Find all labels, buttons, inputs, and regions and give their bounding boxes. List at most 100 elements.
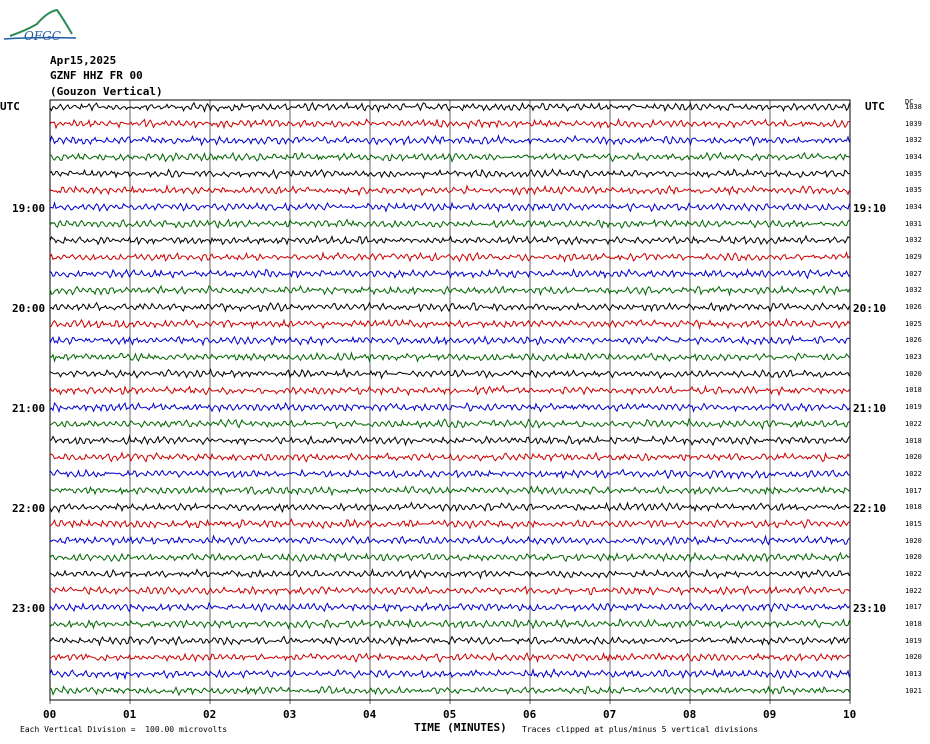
seismic-trace xyxy=(49,501,850,514)
utc-left-label: UTC xyxy=(0,100,20,113)
dc-value: 1019 xyxy=(905,636,922,645)
seismic-trace xyxy=(49,434,850,447)
seismic-trace xyxy=(49,218,850,229)
x-tick-label: 03 xyxy=(283,708,297,721)
x-tick-label: 04 xyxy=(363,708,377,721)
seismic-trace xyxy=(49,367,850,380)
seismic-trace xyxy=(49,417,850,431)
seismic-trace xyxy=(49,685,850,697)
dc-value: 1034 xyxy=(905,203,922,212)
seismic-trace xyxy=(49,168,850,180)
scale-note: Each Vertical Division = 100.00 microvol… xyxy=(20,725,228,734)
logo-mountain-icon xyxy=(9,8,73,37)
right-hour-label: 23:10 xyxy=(853,602,887,615)
dc-value: 1025 xyxy=(905,319,922,328)
seismic-trace xyxy=(49,183,850,197)
seismic-trace xyxy=(49,351,850,363)
seismic-trace xyxy=(49,551,850,564)
dc-value: 1026 xyxy=(905,303,922,312)
seismic-trace xyxy=(49,485,850,497)
dc-value: 1031 xyxy=(905,219,922,228)
dc-value: 1034 xyxy=(905,153,922,162)
dc-value: 1029 xyxy=(905,253,922,262)
dc-value: 1035 xyxy=(905,186,922,195)
dc-value: 1020 xyxy=(905,369,922,378)
dc-value: 1022 xyxy=(905,469,922,478)
seismic-trace xyxy=(49,250,850,264)
x-tick-label: 08 xyxy=(683,708,697,721)
seismic-trace xyxy=(49,317,850,330)
seismic-trace xyxy=(49,284,850,297)
dc-value: 1020 xyxy=(905,536,922,545)
x-tick-label: 02 xyxy=(203,708,217,721)
left-hour-label: 20:00 xyxy=(12,302,46,315)
dc-value: 1018 xyxy=(905,619,922,628)
seismic-trace xyxy=(49,635,850,647)
left-hour-label: 19:00 xyxy=(12,202,46,215)
right-hour-label: 21:10 xyxy=(853,402,887,415)
seismic-trace xyxy=(49,518,850,530)
x-axis-label: TIME (MINUTES) xyxy=(414,721,507,734)
dc-value: 1017 xyxy=(905,603,922,612)
dc-value: 1022 xyxy=(905,586,922,595)
dc-value: 1020 xyxy=(905,653,922,662)
dc-header-label: DC xyxy=(905,98,914,106)
dc-value: 1032 xyxy=(905,136,922,145)
dc-value: 1017 xyxy=(905,486,922,495)
seismic-trace xyxy=(49,568,850,580)
seismic-trace xyxy=(49,451,850,463)
dc-value: 1035 xyxy=(905,169,922,178)
dc-value: 1022 xyxy=(905,569,922,578)
dc-value: 1032 xyxy=(905,286,922,295)
dc-value: 1022 xyxy=(905,419,922,428)
right-hour-label: 20:10 xyxy=(853,302,887,315)
dc-value: 1023 xyxy=(905,353,922,362)
right-hour-label: 19:10 xyxy=(853,202,887,215)
dc-value: 1032 xyxy=(905,236,922,245)
seismic-trace xyxy=(49,534,850,547)
seismic-trace xyxy=(49,651,850,664)
dc-value: 1013 xyxy=(905,669,922,678)
seismic-trace xyxy=(49,384,850,397)
station-label: GZNF HHZ FR 00 xyxy=(50,69,143,82)
clip-note: Traces clipped at plus/minus 5 vertical … xyxy=(522,725,759,734)
seismic-trace xyxy=(49,201,850,213)
dc-value: 1027 xyxy=(905,269,922,278)
seismic-trace xyxy=(49,134,850,147)
x-tick-label: 00 xyxy=(43,708,57,721)
x-tick-label: 05 xyxy=(443,708,457,721)
dc-value: 1018 xyxy=(905,503,922,512)
x-tick-label: 07 xyxy=(603,708,617,721)
x-tick-label: 06 xyxy=(523,708,537,721)
ofgc-logo xyxy=(3,8,77,40)
seismic-trace xyxy=(49,601,850,613)
utc-right-label: UTC xyxy=(865,100,885,113)
x-tick-label: 01 xyxy=(123,708,137,721)
dc-value: 1020 xyxy=(905,453,922,462)
x-tick-label: 10 xyxy=(843,708,857,721)
seismic-trace xyxy=(49,301,850,313)
left-hour-label: 22:00 xyxy=(12,502,46,515)
date-label: Apr15,2025 xyxy=(50,54,117,67)
dc-value: 1019 xyxy=(905,403,922,412)
x-tick-label: 09 xyxy=(763,708,777,721)
seismic-trace xyxy=(49,151,850,163)
seismic-trace xyxy=(49,618,850,630)
dc-value: 1018 xyxy=(905,386,922,395)
left-hour-label: 21:00 xyxy=(12,402,46,415)
dc-value: 1039 xyxy=(905,119,922,128)
dc-value: 1026 xyxy=(905,336,922,345)
seismic-trace xyxy=(49,267,850,280)
location-label: (Gouzon Vertical) xyxy=(50,85,163,98)
dc-value: 1018 xyxy=(905,436,922,445)
left-hour-label: 23:00 xyxy=(12,602,46,615)
seismic-trace xyxy=(49,117,850,130)
seismic-trace xyxy=(49,101,850,114)
right-hour-label: 22:10 xyxy=(853,502,887,515)
seismic-trace xyxy=(49,585,850,597)
seismic-trace xyxy=(49,401,850,414)
seismic-trace xyxy=(49,334,850,347)
dc-value: 1038 xyxy=(905,103,922,111)
seismic-trace xyxy=(49,234,850,246)
